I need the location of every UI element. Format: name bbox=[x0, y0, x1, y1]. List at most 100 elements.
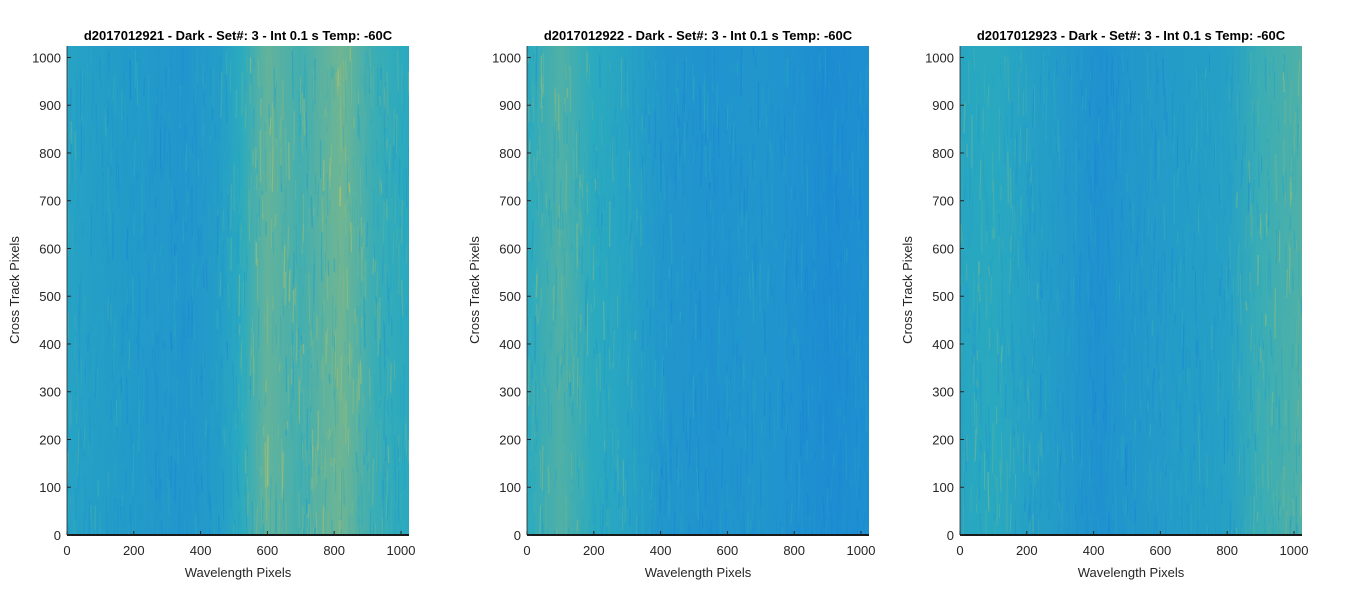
heatmap-streak bbox=[1227, 214, 1231, 233]
heatmap-streak bbox=[135, 440, 139, 475]
heatmap-streak bbox=[761, 315, 764, 351]
heatmap-streak bbox=[761, 205, 763, 246]
heatmap-streak bbox=[401, 479, 404, 490]
heatmap-streak bbox=[257, 217, 261, 241]
heatmap-streak bbox=[374, 523, 377, 535]
heatmap-streak bbox=[859, 468, 862, 499]
heatmap-streak bbox=[822, 281, 825, 305]
heatmap-streak bbox=[319, 65, 321, 117]
heatmap-streak bbox=[362, 226, 365, 272]
heatmap-streak bbox=[187, 385, 191, 426]
heatmap-streak bbox=[156, 458, 159, 488]
heatmap-streak bbox=[557, 353, 559, 392]
heatmap-streak bbox=[1039, 474, 1042, 512]
heatmap-streak bbox=[1110, 57, 1113, 97]
heatmap-streak bbox=[1232, 344, 1235, 395]
heatmap-streak bbox=[992, 180, 995, 218]
heatmap-streak bbox=[662, 523, 665, 535]
heatmap-streak bbox=[239, 213, 241, 258]
heatmap-streak bbox=[1104, 400, 1108, 433]
heatmap-streak bbox=[173, 286, 176, 337]
heatmap-streak bbox=[1008, 412, 1010, 422]
heatmap-streak bbox=[813, 118, 816, 171]
heatmap-streak bbox=[1055, 294, 1058, 311]
heatmap-streak bbox=[238, 274, 240, 317]
heatmap-streak bbox=[334, 330, 337, 377]
heatmap-streak bbox=[816, 496, 818, 531]
heatmap-streak bbox=[624, 478, 627, 523]
heatmap-streak bbox=[625, 108, 628, 124]
heatmap-streak bbox=[217, 516, 219, 535]
heatmap-streak bbox=[157, 429, 159, 457]
heatmap-streak bbox=[998, 113, 1001, 138]
heatmap-streak bbox=[1186, 186, 1189, 214]
heatmap-streak bbox=[797, 524, 800, 535]
heatmap-streak bbox=[987, 472, 990, 512]
heatmap-streak bbox=[337, 68, 340, 87]
heatmap-streak bbox=[1282, 72, 1285, 93]
heatmap-streak bbox=[790, 393, 793, 403]
heatmap-streak bbox=[1031, 332, 1034, 346]
heatmap-streak bbox=[348, 211, 351, 231]
heatmap-streak bbox=[1172, 115, 1176, 156]
heatmap-streak bbox=[800, 75, 803, 104]
heatmap-streak bbox=[750, 362, 754, 406]
heatmap-streak bbox=[1094, 457, 1097, 471]
heatmap-streak bbox=[1191, 58, 1193, 84]
heatmap-streak bbox=[673, 131, 675, 181]
heatmap-streak bbox=[1200, 411, 1203, 440]
heatmap-streak bbox=[988, 405, 990, 444]
heatmap-streak bbox=[1094, 207, 1097, 249]
heatmap-streak bbox=[754, 237, 757, 288]
heatmap-streak bbox=[1193, 146, 1195, 195]
heatmap-streak bbox=[393, 433, 396, 482]
heatmap-streak bbox=[549, 470, 551, 499]
heatmap-streak bbox=[340, 355, 343, 402]
heatmap-streak bbox=[302, 98, 305, 138]
heatmap-streak bbox=[308, 273, 310, 323]
heatmap-streak bbox=[585, 49, 588, 78]
heatmap-streak bbox=[1120, 480, 1122, 495]
heatmap-streak bbox=[733, 321, 736, 369]
heatmap-streak bbox=[836, 407, 839, 419]
heatmap-streak bbox=[263, 314, 266, 326]
heatmap-streak bbox=[985, 191, 988, 232]
heatmap-streak bbox=[281, 449, 283, 503]
heatmap-streak bbox=[239, 221, 242, 268]
heatmap-streak bbox=[291, 322, 294, 369]
heatmap-streak bbox=[1111, 463, 1113, 482]
heatmap-streak bbox=[986, 357, 989, 409]
y-tick-label: 700 bbox=[39, 194, 61, 209]
heatmap-streak bbox=[1272, 402, 1275, 435]
heatmap-streak bbox=[1189, 215, 1192, 249]
heatmap-streak bbox=[255, 348, 258, 399]
heatmap-streak bbox=[732, 326, 735, 358]
heatmap-streak bbox=[362, 431, 365, 468]
heatmap-streak bbox=[1032, 468, 1035, 498]
heatmap-streak bbox=[619, 467, 622, 519]
heatmap-streak bbox=[1228, 447, 1231, 478]
heatmap-streak bbox=[1252, 178, 1255, 206]
heatmap-streak bbox=[961, 399, 963, 450]
heatmap-streak bbox=[845, 433, 848, 480]
heatmap-streak bbox=[578, 119, 581, 163]
heatmap-streak bbox=[1197, 414, 1200, 443]
y-tick-label: 1000 bbox=[32, 50, 61, 65]
heatmap-streak bbox=[1149, 423, 1152, 438]
heatmap-streak bbox=[701, 366, 704, 416]
heatmap-streak bbox=[345, 201, 347, 236]
heatmap-streak bbox=[1014, 487, 1017, 535]
heatmap-streak bbox=[107, 146, 109, 194]
heatmap-streak bbox=[536, 417, 538, 445]
heatmap-streak bbox=[243, 291, 245, 312]
heatmap-streak bbox=[645, 390, 648, 428]
heatmap-streak bbox=[159, 478, 162, 512]
heatmap-streak bbox=[286, 343, 289, 362]
heatmap-streak bbox=[269, 504, 272, 534]
heatmap-streak bbox=[601, 114, 603, 146]
heatmap-streak bbox=[1037, 441, 1040, 479]
heatmap-streak bbox=[754, 330, 757, 340]
heatmap-streak bbox=[1258, 163, 1260, 188]
heatmap-streak bbox=[1266, 437, 1269, 452]
heatmap-streak bbox=[1052, 202, 1055, 241]
